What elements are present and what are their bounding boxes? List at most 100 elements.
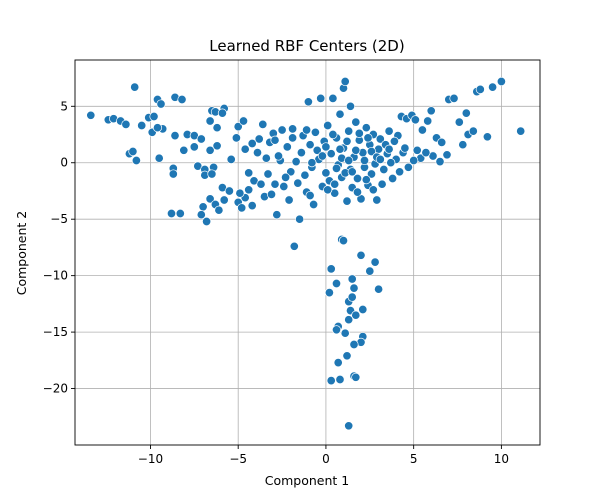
data-point [426,106,436,116]
data-point [219,195,229,205]
data-point [342,351,352,361]
data-point [377,179,387,189]
data-point [205,116,215,126]
data-point [358,304,368,315]
data-point [449,93,459,103]
data-point [156,99,166,109]
data-point [366,169,377,179]
data-point [496,76,506,87]
data-point [189,142,199,152]
data-point [421,148,431,158]
data-point [361,123,371,133]
data-point [323,120,333,131]
data-point [293,178,303,188]
y-tick-label: −20 [43,382,68,396]
data-point [351,372,361,382]
data-point [196,134,206,144]
data-point [179,145,189,155]
chart-title: Learned RBF Centers (2D) [209,37,404,55]
data-point [121,119,131,129]
data-point [279,181,289,192]
data-point [321,168,331,178]
data-point [312,145,322,155]
data-point [128,146,138,157]
data-point [261,153,271,163]
data-point [423,116,433,126]
data-point [349,339,359,350]
data-point [375,154,385,164]
data-points [86,76,526,431]
data-point [338,236,349,246]
data-point [207,169,217,179]
data-point [344,155,354,166]
data-point [344,315,354,325]
data-point [237,203,247,213]
data-point [309,199,319,210]
data-point [198,202,208,212]
data-point [410,115,420,125]
data-point [328,129,338,140]
data-point [289,241,299,251]
data-point [272,210,282,220]
data-point [252,148,263,158]
data-point [351,145,361,155]
data-point [331,325,342,335]
data-point [302,125,312,135]
data-point [351,117,361,127]
data-point [356,250,366,260]
data-point [244,185,254,195]
data-point [352,173,363,184]
data-point [326,376,336,386]
data-point [286,167,296,177]
data-point [310,127,320,137]
x-tick-label: 5 [410,452,418,466]
data-point [340,328,350,338]
data-point [454,117,464,127]
data-point [335,374,345,385]
data-point [389,136,399,146]
data-point [270,179,280,189]
data-point [384,144,394,154]
data-point [379,164,389,175]
data-point [417,125,427,135]
data-point [214,205,224,215]
data-point [437,137,447,147]
data-point [305,140,315,150]
data-point [205,145,215,155]
data-point [177,94,187,105]
data-point [395,167,405,177]
data-point [240,144,250,154]
data-point [256,179,266,189]
y-axis-ticks: 5 0 −5 −10 −15 −20 [43,99,75,396]
data-point [277,125,287,135]
x-tick-label: 10 [494,452,509,466]
data-point [342,136,352,146]
data-point [205,194,215,204]
data-point [368,185,378,195]
data-point [375,134,385,144]
data-point [326,264,336,274]
data-point [340,76,350,87]
data-point [388,173,398,184]
data-point [330,179,340,189]
data-point [475,84,485,94]
data-point [295,214,305,224]
y-tick-label: −15 [43,325,68,339]
data-point [212,141,222,151]
y-tick-label: −10 [43,269,68,283]
data-point [307,158,317,168]
data-point [154,153,164,163]
data-point [347,274,357,284]
data-point [361,175,371,185]
data-point [354,128,364,138]
data-point [409,155,419,166]
data-point [244,168,254,178]
data-point [372,195,382,205]
data-point [461,108,471,118]
data-point [365,266,375,276]
data-point [316,93,326,103]
data-point [282,142,292,152]
data-point [281,172,291,182]
y-tick-label: 5 [60,99,68,113]
